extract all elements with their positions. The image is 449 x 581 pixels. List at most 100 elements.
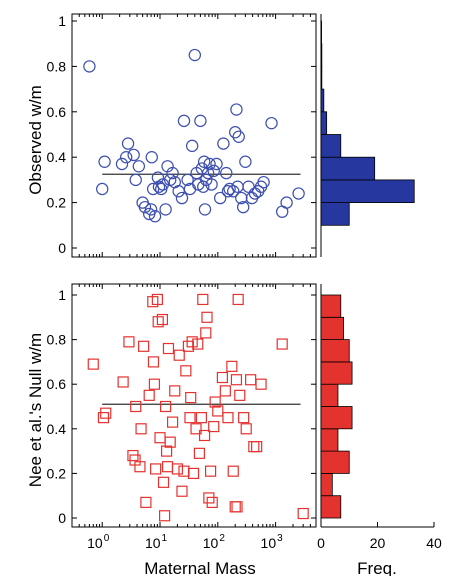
data-point <box>135 423 147 435</box>
hist-bar <box>320 179 415 203</box>
data-point <box>150 463 162 475</box>
data-point <box>222 412 234 424</box>
hist-bar <box>320 406 353 430</box>
data-point <box>194 114 207 128</box>
data-point <box>212 405 224 417</box>
data-point <box>205 178 218 191</box>
data-point <box>96 182 109 196</box>
data-point <box>231 180 244 193</box>
y-tick-label: 1 <box>58 287 66 303</box>
data-point <box>184 412 196 424</box>
data-point <box>208 420 220 433</box>
data-point <box>197 155 211 168</box>
data-point <box>232 293 244 306</box>
y-tick-label: 0 <box>58 240 66 256</box>
data-point <box>186 336 198 348</box>
data-point <box>138 340 150 352</box>
y-tick-label: 0.2 <box>47 195 67 211</box>
hist-bar <box>320 361 353 385</box>
hist-bar <box>320 383 339 407</box>
data-point <box>229 126 242 139</box>
observed-ylabel: Observed w/m <box>26 85 45 195</box>
y-tick-label: 0.2 <box>47 465 67 481</box>
hist-bar <box>320 316 345 340</box>
data-point <box>280 196 293 209</box>
data-point <box>100 407 112 419</box>
data-point <box>117 376 129 388</box>
data-point <box>185 139 199 153</box>
hist-x-tick-label: 20 <box>370 535 386 551</box>
data-point <box>232 130 245 143</box>
data-point <box>145 150 158 164</box>
observed-histogram-panel <box>320 14 415 257</box>
data-point <box>192 338 204 350</box>
data-point <box>181 173 194 187</box>
data-point <box>169 385 181 397</box>
data-point <box>197 293 209 306</box>
data-point <box>216 371 228 384</box>
data-point <box>234 389 246 401</box>
data-point <box>203 157 216 171</box>
data-point <box>217 137 230 150</box>
hist-bar <box>320 294 342 318</box>
data-point <box>206 496 218 508</box>
hist-bar <box>320 156 376 181</box>
data-point <box>171 463 184 475</box>
freq-xlabel: Freq. <box>357 559 397 576</box>
hist-bar <box>320 450 350 474</box>
data-point <box>238 412 250 424</box>
scatter-frame <box>71 13 317 258</box>
hist-bar <box>320 111 328 135</box>
data-point <box>220 166 233 180</box>
data-point <box>152 316 164 328</box>
data-point <box>201 311 213 323</box>
data-point <box>160 400 172 413</box>
maternal-mass-xlabel: Maternal Mass <box>144 559 255 576</box>
data-point <box>123 336 135 348</box>
data-point <box>226 360 238 372</box>
data-point <box>166 416 179 428</box>
data-point <box>173 349 185 361</box>
y-tick-label: 0.4 <box>47 149 67 165</box>
data-point <box>195 162 209 175</box>
data-point <box>132 160 146 173</box>
data-point <box>276 338 288 350</box>
data-point <box>240 423 252 435</box>
data-point <box>200 327 212 339</box>
data-point <box>214 191 227 205</box>
null-scatter-panel: 0 0.2 0.4 0.6 0.8 1 100 101 102 103 <box>47 283 317 551</box>
data-point <box>172 185 185 198</box>
data-point <box>115 157 129 171</box>
data-point <box>180 365 192 377</box>
data-point <box>166 166 179 180</box>
data-point <box>187 467 200 479</box>
data-point <box>130 400 142 413</box>
data-point <box>177 114 191 128</box>
data-point <box>129 173 142 187</box>
data-point <box>157 476 170 488</box>
data-point <box>158 510 171 522</box>
data-point <box>219 385 231 397</box>
data-point <box>121 137 135 150</box>
data-point <box>161 461 174 473</box>
hist-bar <box>320 43 323 67</box>
data-point <box>147 356 160 368</box>
data-point <box>223 182 236 196</box>
observed-scatter-panel: 0 0.2 0.4 0.6 0.8 1 <box>47 13 317 258</box>
data-point <box>144 203 158 216</box>
hist-bar <box>320 134 342 158</box>
data-point <box>154 432 166 444</box>
data-point <box>255 378 267 390</box>
hist-bar <box>320 495 342 519</box>
data-point <box>297 507 309 520</box>
y-tick-label: 0.6 <box>47 104 67 120</box>
y-tick-label: 0 <box>58 510 66 526</box>
data-point <box>190 423 202 435</box>
data-point <box>292 187 305 200</box>
data-point <box>138 200 152 214</box>
data-point <box>236 200 250 214</box>
null-histogram-panel: 0 20 40 <box>317 284 442 551</box>
data-point <box>195 412 207 424</box>
data-point <box>198 429 211 442</box>
